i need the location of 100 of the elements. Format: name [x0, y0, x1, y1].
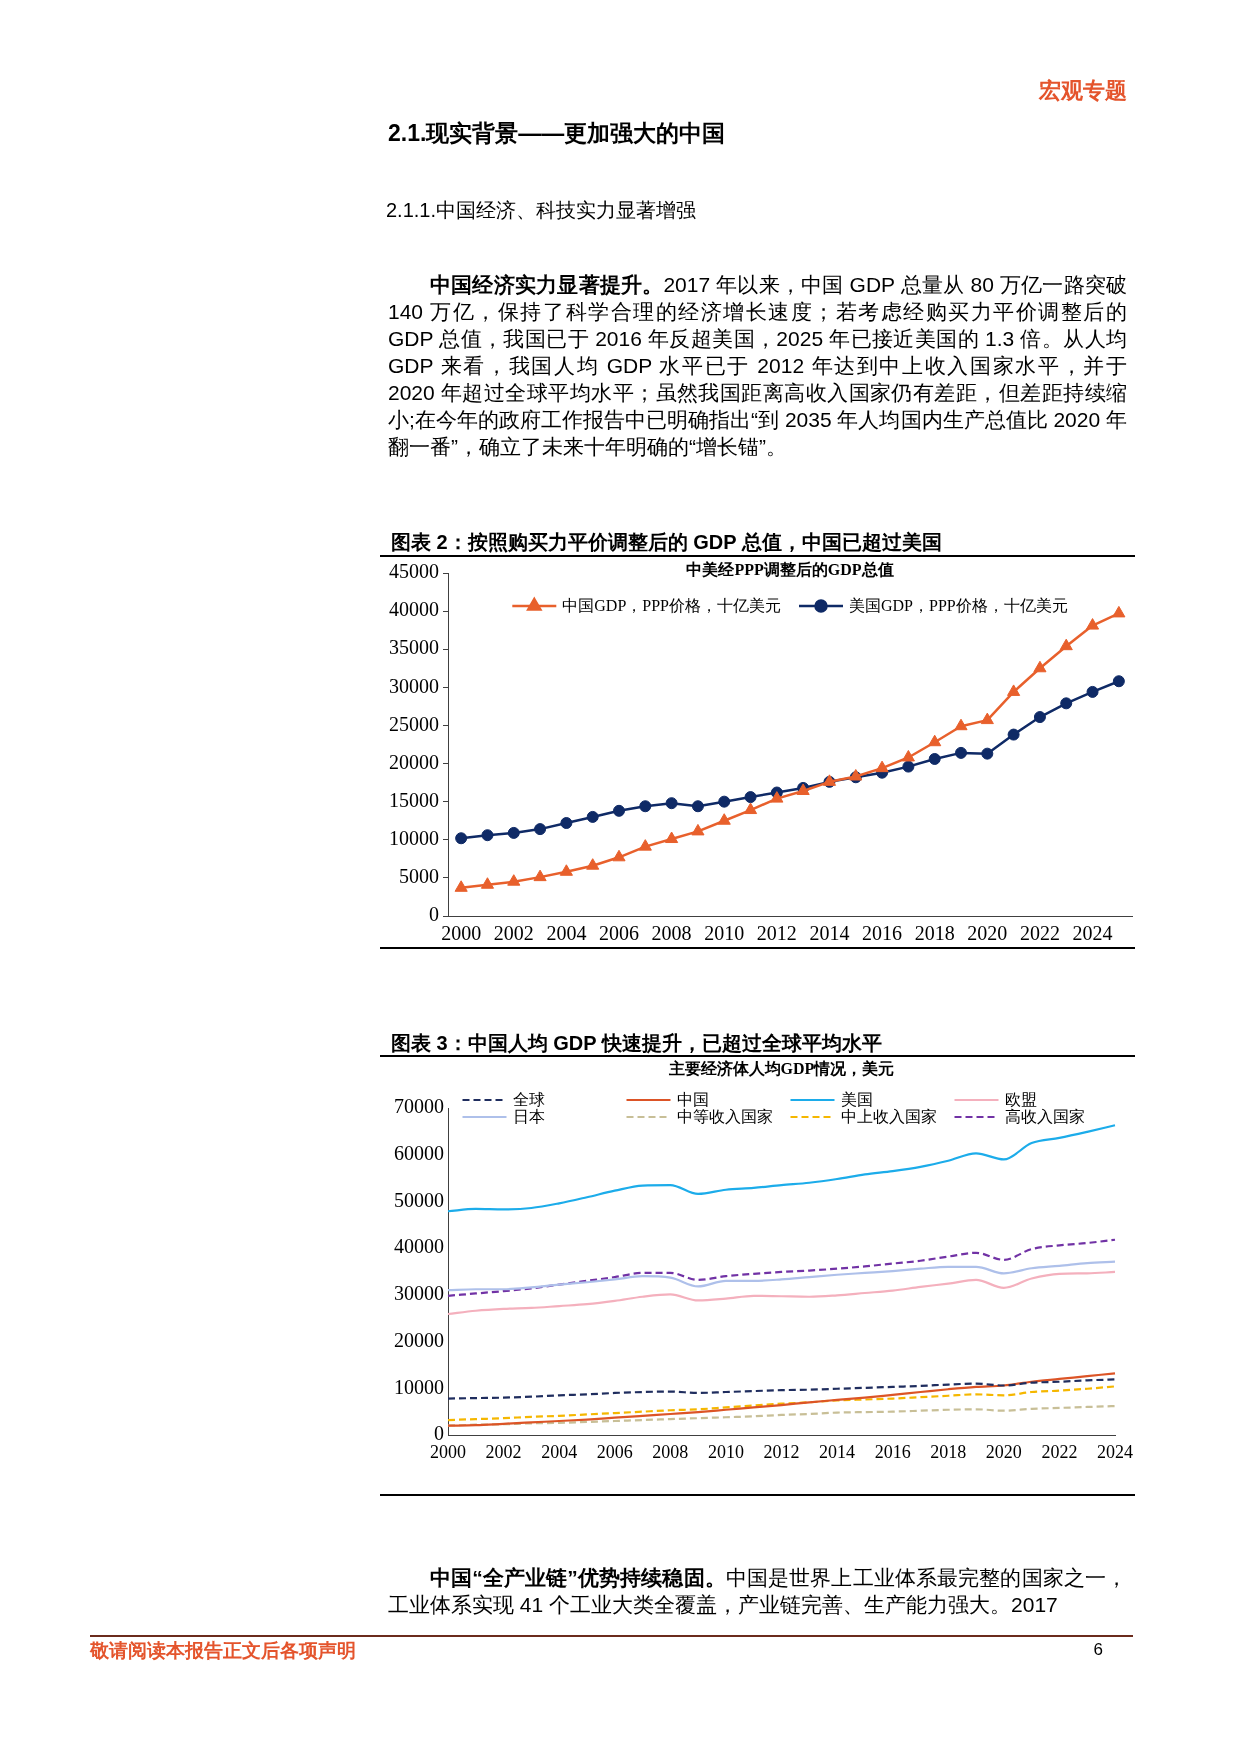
x-tick-label: 2018 — [914, 922, 955, 945]
point — [1007, 684, 1021, 696]
legend-label: 高收入国家 — [1004, 1108, 1085, 1126]
x-tick-label: 2024 — [1072, 922, 1113, 945]
point — [1033, 711, 1046, 724]
x-tick-label: 2010 — [704, 922, 745, 945]
line-series — [446, 1372, 1117, 1427]
x-tick-label: 2012 — [763, 1441, 800, 1462]
point — [954, 718, 968, 731]
y-tick-label: 40000 — [389, 598, 439, 621]
x-tick-label: 2022 — [1019, 922, 1060, 945]
x-tick-label: 2002 — [485, 1441, 522, 1462]
point — [718, 795, 731, 808]
legend-label: 全球 — [512, 1091, 545, 1109]
point — [1060, 697, 1073, 710]
point — [638, 839, 652, 851]
point — [743, 802, 758, 815]
point — [928, 734, 942, 747]
x-tick-label: 2002 — [493, 922, 534, 945]
point — [481, 829, 494, 842]
chart-title: 图表 3：中国人均 GDP 快速提升，已超过全球平均水平 — [391, 1031, 882, 1056]
x-tick-label: 2012 — [756, 922, 797, 945]
y-tick-label: 30000 — [394, 1282, 444, 1305]
point — [744, 791, 757, 804]
point — [902, 760, 915, 773]
text: 中国“全产业链”优势持续稳固。中国是世界上工业体系最完整的国家之一，工业体系实现 41 个工业大类全覆盖，产业链完善、生产能力强大。2017 — [388, 1565, 1128, 1618]
point — [1033, 660, 1047, 673]
point — [533, 869, 547, 882]
text: 敬请阅读本报告正文后各项声明 — [90, 1638, 356, 1663]
text: 宏观专题 — [1039, 76, 1127, 105]
point — [691, 823, 705, 836]
text: 2.1.现实背景——更加强大的中国 — [388, 119, 726, 148]
line-series — [446, 1238, 1117, 1297]
y-tick-label: 35000 — [389, 636, 439, 659]
point — [1086, 685, 1099, 698]
y-tick-label: 20000 — [389, 750, 439, 773]
point — [717, 813, 731, 825]
point — [875, 760, 889, 773]
point — [507, 826, 520, 839]
y-tick-label: 0 — [429, 903, 439, 926]
point — [507, 874, 521, 886]
x-tick-label: 2006 — [599, 922, 639, 945]
point — [901, 749, 915, 762]
legend-label: 中等收入国家 — [676, 1108, 773, 1126]
x-tick-label: 2016 — [874, 1441, 911, 1462]
x-tick-label: 2024 — [1097, 1441, 1133, 1462]
line-series — [446, 1270, 1117, 1316]
y-tick-label: 10000 — [394, 1375, 444, 1398]
point — [613, 804, 625, 817]
point — [534, 823, 547, 836]
point — [586, 810, 599, 823]
y-tick-label: 5000 — [399, 865, 439, 888]
point — [770, 791, 784, 803]
text: 2.1.1.中国经济、科技实力显著增强 — [386, 198, 697, 223]
point — [928, 752, 941, 765]
chart-title: 图表 2：按照购买力平价调整后的 GDP 总值，中国已超过美国 — [391, 530, 942, 555]
line-series — [446, 1124, 1117, 1213]
legend-label: 美国GDP，PPP价格，十亿美元 — [849, 597, 1068, 615]
text: 6 — [1093, 1639, 1103, 1661]
point — [454, 880, 468, 892]
point — [559, 864, 573, 876]
point — [665, 831, 679, 844]
text: 中国经济实力显著提升。2017 年以来，中国 GDP 总量从 80 万亿一路突破 140 万亿，保持了科学合理的经济增长速度；若考虑经购买力平价调整后的 GDP 总值，我国已于 2016 年反超美国，2025 年已接近美国的 1.3 倍。从人均 GDP 来看，我国人均 GDP 水平已于 2012 年达到中上收入国家水平，并于 2020 年超过全球平均水平；虽然我国距离高收入国家仍有差距，但差距持续缩小;在今年的政府工作报告中已明确指出“到 2035 年人均国内生产总值比 2020 年翻一番”，确立了未来十年明确的“增长锚”。 — [388, 272, 1128, 460]
legend-label: 中国GDP，PPP价格，十亿美元 — [562, 597, 781, 615]
point — [1059, 638, 1073, 651]
point — [455, 832, 468, 845]
point — [560, 817, 573, 830]
y-tick-label: 20000 — [394, 1328, 444, 1351]
chart-subtitle: 主要经济体人均GDP情况，美元 — [667, 1059, 895, 1078]
y-tick-label: 50000 — [394, 1188, 444, 1211]
x-tick-label: 2000 — [441, 922, 482, 945]
x-tick-label: 2006 — [596, 1441, 633, 1462]
x-tick-label: 2020 — [967, 922, 1008, 945]
x-tick-label: 2014 — [809, 922, 850, 945]
y-tick-label: 10000 — [389, 827, 439, 850]
x-tick-label: 2008 — [652, 1441, 689, 1462]
point — [586, 858, 600, 870]
point — [639, 800, 652, 813]
point — [1085, 618, 1100, 630]
x-tick-label: 2014 — [819, 1441, 856, 1462]
point — [1112, 605, 1126, 618]
y-tick-label: 40000 — [394, 1235, 444, 1258]
line-series — [446, 1260, 1117, 1292]
y-tick-label: 45000 — [389, 560, 439, 583]
point — [480, 877, 495, 889]
chart-subtitle: 中美经PPP调整后的GDP总值 — [686, 560, 894, 579]
point — [1112, 675, 1125, 688]
point — [665, 797, 678, 810]
y-tick-label: 25000 — [389, 712, 439, 735]
x-tick-label: 2004 — [541, 1441, 578, 1462]
point — [955, 746, 967, 759]
legend-label: 美国 — [840, 1091, 873, 1109]
y-tick-label: 70000 — [394, 1095, 444, 1118]
y-tick-label: 60000 — [394, 1141, 444, 1164]
point — [981, 747, 994, 760]
line-series — [446, 1404, 1117, 1427]
legend-label: 中上收入国家 — [840, 1108, 937, 1126]
x-tick-label: 2016 — [862, 922, 903, 945]
x-tick-label: 2022 — [1041, 1441, 1078, 1462]
x-tick-label: 2008 — [651, 922, 692, 945]
